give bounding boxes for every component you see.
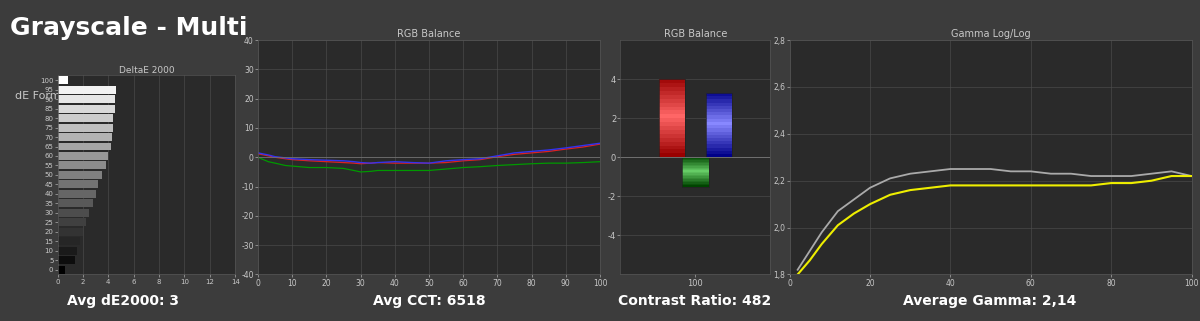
Bar [683,181,708,182]
Bar [683,179,708,181]
Bar [683,169,708,170]
Bar [659,134,685,138]
Bar [58,124,114,132]
Bar [706,151,732,154]
Bar [706,109,732,112]
Bar [659,118,685,122]
Bar [58,161,106,169]
Bar [706,144,732,148]
Bar [659,153,685,157]
Bar [683,157,708,187]
Text: ▼: ▼ [214,96,220,101]
Bar [706,125,732,128]
Bar [706,93,732,96]
Bar [706,96,732,99]
Bar [683,172,708,173]
Bar [683,166,708,168]
Bar [683,173,708,175]
Bar [683,160,708,162]
Bar [58,152,108,160]
Text: Grayscale - Multi: Grayscale - Multi [10,16,247,40]
Bar [706,112,732,116]
Bar [683,175,708,176]
Bar [659,138,685,142]
Bar [659,122,685,126]
Bar [683,159,708,160]
Bar [58,143,110,151]
Bar [706,119,732,122]
Title: Gamma Log/Log: Gamma Log/Log [950,29,1031,39]
Bar [659,95,685,99]
Bar [683,176,708,178]
Bar [683,162,708,163]
Bar [659,130,685,134]
Bar [659,107,685,110]
Bar [683,185,708,187]
Bar [58,114,114,122]
Bar [659,79,685,157]
Bar [683,168,708,169]
Bar [58,190,96,198]
Text: Contrast Ratio: 482: Contrast Ratio: 482 [618,294,772,308]
Bar [659,114,685,118]
Text: Avg CCT: 6518: Avg CCT: 6518 [373,294,486,308]
Text: Average Gamma: 2,14: Average Gamma: 2,14 [904,294,1076,308]
Bar [58,133,112,141]
Bar [659,146,685,150]
Bar [58,237,80,245]
Bar [706,122,732,125]
Bar [659,87,685,91]
Bar [58,95,115,103]
Bar [683,165,708,166]
Bar [706,132,732,135]
Bar [58,199,94,207]
Bar [659,83,685,87]
Text: dE Formula:: dE Formula: [14,91,82,101]
Bar [659,142,685,146]
Bar [58,218,85,226]
Bar [58,228,83,236]
Bar [706,141,732,144]
Bar [659,126,685,130]
Text: 2000: 2000 [146,93,174,104]
Bar [706,154,732,157]
Bar [58,247,77,255]
Bar [58,256,76,264]
Title: DeltaE 2000: DeltaE 2000 [119,66,174,75]
Bar [659,110,685,114]
Bar [58,171,102,179]
Bar [683,157,708,159]
Bar [659,150,685,153]
Bar [659,103,685,107]
Bar [659,91,685,95]
Bar [683,178,708,179]
Bar [683,182,708,184]
Bar [706,138,732,141]
Bar [706,116,732,119]
Bar [706,148,732,151]
Bar [58,105,115,113]
Bar [659,79,685,83]
Bar [706,102,732,106]
Bar [683,163,708,165]
Bar [706,128,732,132]
Bar [58,209,89,217]
Bar [683,170,708,172]
Bar [706,135,732,138]
Bar [706,93,732,157]
Bar [58,86,116,94]
Bar [683,184,708,185]
Bar [58,76,67,84]
Bar [706,99,732,102]
FancyBboxPatch shape [126,80,224,117]
Text: Avg dE2000: 3: Avg dE2000: 3 [67,294,179,308]
Bar [58,266,65,274]
Bar [58,180,98,188]
Bar [706,106,732,109]
Bar [659,99,685,103]
Title: RGB Balance: RGB Balance [664,29,727,39]
Title: RGB Balance: RGB Balance [397,29,461,39]
